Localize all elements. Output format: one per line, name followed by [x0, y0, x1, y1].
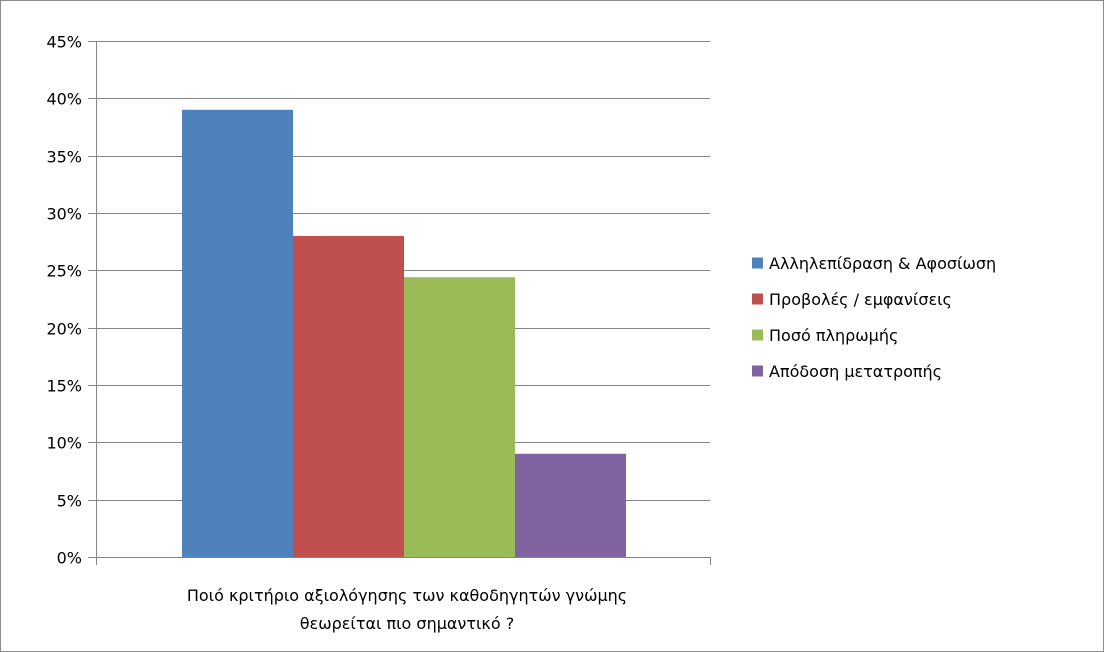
legend-swatch — [752, 365, 763, 377]
x-category-label-line-2: θεωρείται πιο σημαντικό ? — [300, 614, 514, 633]
legend-swatch — [752, 329, 763, 341]
bar-1 — [182, 109, 293, 558]
y-tick-label: 30% — [46, 205, 82, 224]
x-category-label-line-1: Ποιό κριτήριο αξιολόγησης των καθοδηγητώ… — [187, 586, 627, 605]
y-tick-label: 20% — [46, 320, 82, 339]
bar-4 — [515, 453, 626, 557]
legend-item-1: Αλληλεπίδραση & Αφοσίωση — [752, 254, 996, 273]
y-tick-label: 10% — [46, 434, 82, 453]
y-tick-label: 35% — [46, 148, 82, 167]
bar-3 — [404, 277, 515, 557]
legend-item-2: Προβολές / εμφανίσεις — [752, 290, 952, 309]
bars — [182, 109, 626, 558]
y-axis-ticks: 0% 5% 10% 15% 20% 25% 30% 35% 40% 45% — [46, 33, 96, 568]
y-tick-label: 40% — [46, 90, 82, 109]
legend-swatch — [752, 257, 763, 269]
legend: Αλληλεπίδραση & Αφοσίωση Προβολές / εμφαν… — [752, 254, 996, 381]
axes — [96, 41, 711, 565]
y-tick-label: 5% — [57, 492, 82, 511]
bar-2 — [293, 235, 404, 557]
legend-item-3: Ποσό πληρωμής — [752, 326, 898, 345]
legend-label: Αλληλεπίδραση & Αφοσίωση — [769, 254, 996, 273]
legend-label: Ποσό πληρωμής — [769, 326, 898, 345]
y-tick-label: 15% — [46, 377, 82, 396]
y-tick-label: 25% — [46, 262, 82, 281]
legend-label: Προβολές / εμφανίσεις — [769, 290, 952, 309]
legend-item-4: Απόδοση μετατροπής — [752, 362, 942, 381]
x-axis-category-labels: Ποιό κριτήριο αξιολόγησης των καθοδηγητώ… — [187, 586, 627, 633]
legend-label: Απόδοση μετατροπής — [769, 362, 942, 381]
y-tick-label: 0% — [57, 549, 82, 568]
y-tick-label: 45% — [46, 33, 82, 52]
legend-swatch — [752, 293, 763, 305]
